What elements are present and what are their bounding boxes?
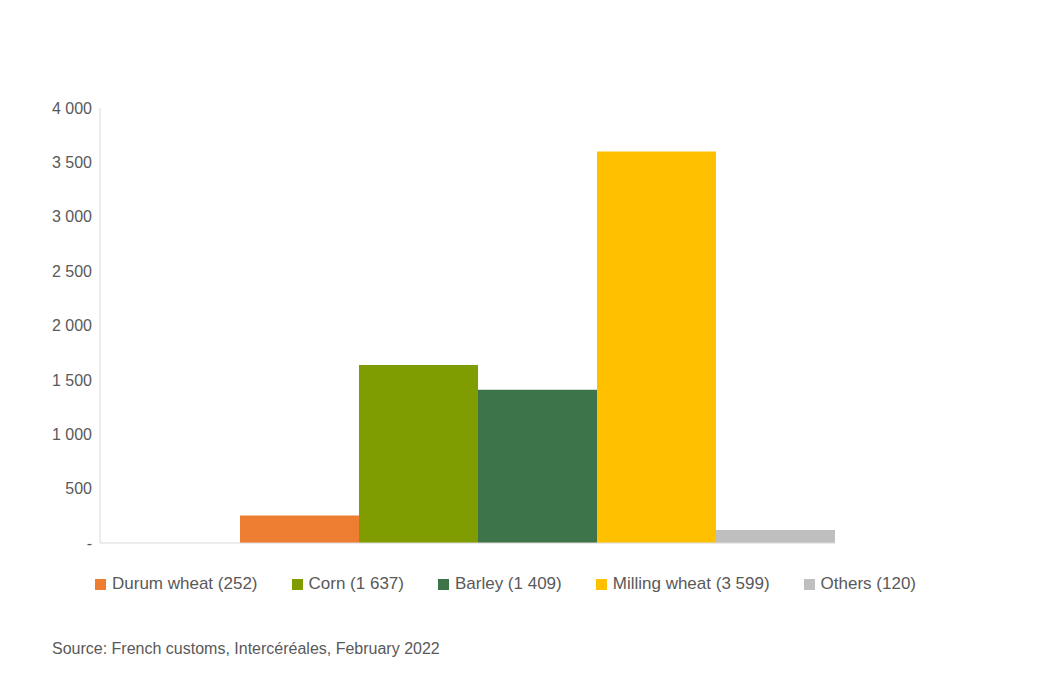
html-text:Barley (1 409): Barley (1 409) [455, 574, 562, 593]
svg-text:3 500: 3 500 [52, 154, 92, 171]
svg-text:1 000: 1 000 [52, 426, 92, 443]
svg-text:2 500: 2 500 [52, 263, 92, 280]
html-text:Source: French customs, Interc: Source: French customs, Intercéréales, F… [52, 640, 440, 657]
svg-text:-: - [87, 535, 92, 552]
svg-text:4 000: 4 000 [52, 100, 92, 117]
svg-text:2 000: 2 000 [52, 317, 92, 334]
html-text:Others (120): Others (120) [820, 574, 916, 593]
html-text:Corn (1 637): Corn (1 637) [308, 574, 404, 593]
html-text:Durum wheat (252): Durum wheat (252) [112, 574, 258, 593]
svg-text:1 500: 1 500 [52, 372, 92, 389]
svg-text:500: 500 [65, 480, 92, 497]
html-text:Milling wheat (3 599): Milling wheat (3 599) [612, 574, 770, 593]
svg-text:3 000: 3 000 [52, 208, 92, 225]
